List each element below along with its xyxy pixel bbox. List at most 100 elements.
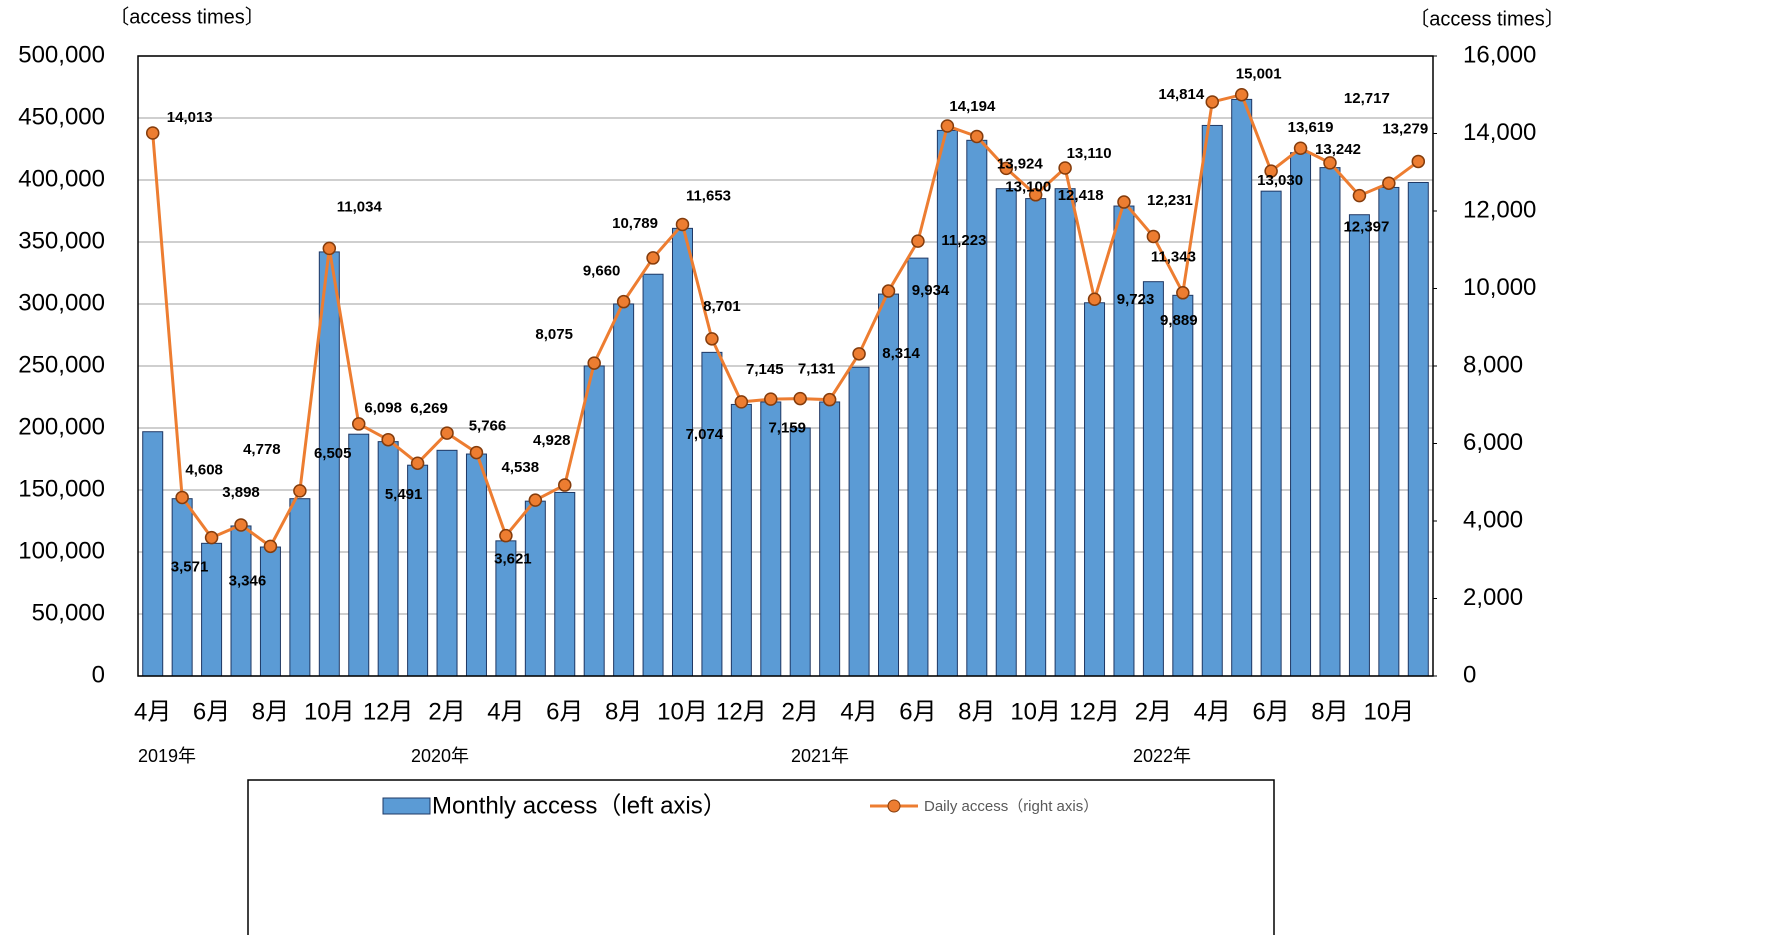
x-tick-label: 4月 bbox=[487, 698, 524, 725]
line-point bbox=[382, 434, 394, 446]
data-label: 5,766 bbox=[469, 418, 507, 435]
x-tick-label: 2月 bbox=[782, 698, 819, 725]
line-point bbox=[1089, 293, 1101, 305]
bar bbox=[143, 432, 163, 676]
line-point bbox=[765, 393, 777, 405]
legend-marker bbox=[888, 800, 900, 812]
legend-label: Daily access（right axis） bbox=[924, 798, 1098, 815]
bar bbox=[820, 402, 840, 676]
bar bbox=[702, 352, 722, 676]
line-point bbox=[1177, 287, 1189, 299]
bar bbox=[1026, 199, 1046, 676]
bar bbox=[1085, 303, 1105, 676]
bar bbox=[1202, 125, 1222, 676]
bar bbox=[525, 501, 545, 676]
bar bbox=[937, 130, 957, 676]
data-label: 4,538 bbox=[502, 459, 540, 476]
line-point bbox=[412, 457, 424, 469]
data-label: 11,034 bbox=[337, 198, 383, 215]
line-point bbox=[706, 333, 718, 345]
y2-tick-label: 8,000 bbox=[1463, 351, 1523, 378]
y-tick-label: 250,000 bbox=[18, 351, 105, 378]
line-point bbox=[559, 479, 571, 491]
bar bbox=[555, 492, 575, 676]
data-label: 13,100 bbox=[1005, 178, 1051, 195]
data-label: 11,653 bbox=[686, 187, 731, 204]
data-label: 4,928 bbox=[533, 432, 571, 449]
y-tick-label: 350,000 bbox=[18, 227, 105, 254]
bar bbox=[260, 547, 280, 676]
data-label: 14,013 bbox=[167, 109, 213, 126]
line-point bbox=[353, 418, 365, 430]
data-label: 7,159 bbox=[768, 420, 806, 437]
data-label: 3,898 bbox=[222, 484, 260, 501]
data-label: 13,242 bbox=[1315, 141, 1361, 158]
bar bbox=[908, 258, 928, 676]
legend-swatch bbox=[383, 798, 430, 814]
year-label: 2022年 bbox=[1133, 746, 1191, 766]
bar bbox=[967, 140, 987, 676]
line-point bbox=[1059, 162, 1071, 174]
data-label: 9,934 bbox=[912, 282, 950, 299]
data-label: 15,001 bbox=[1236, 66, 1282, 83]
x-tick-label: 4月 bbox=[1194, 698, 1231, 725]
data-label: 5,491 bbox=[385, 486, 423, 503]
data-label: 6,505 bbox=[314, 445, 352, 462]
line-point bbox=[323, 242, 335, 254]
data-label: 12,231 bbox=[1147, 192, 1193, 209]
x-tick-label: 2月 bbox=[1135, 698, 1172, 725]
bar bbox=[466, 454, 486, 676]
bar bbox=[1379, 187, 1399, 676]
line-point bbox=[853, 348, 865, 360]
line-point bbox=[588, 357, 600, 369]
bar bbox=[643, 274, 663, 676]
y2-tick-label: 14,000 bbox=[1463, 119, 1536, 146]
x-tick-label: 10月 bbox=[304, 698, 355, 725]
y2-tick-label: 10,000 bbox=[1463, 274, 1536, 301]
bar bbox=[672, 228, 692, 676]
line-point bbox=[500, 530, 512, 542]
y2-tick-label: 12,000 bbox=[1463, 196, 1536, 223]
line-point bbox=[824, 394, 836, 406]
bar bbox=[378, 442, 398, 676]
bar bbox=[1143, 282, 1163, 676]
data-label: 8,314 bbox=[882, 345, 920, 362]
x-tick-label: 8月 bbox=[252, 698, 289, 725]
data-label: 14,194 bbox=[949, 98, 996, 115]
bar bbox=[349, 434, 369, 676]
x-tick-label: 12月 bbox=[716, 698, 767, 725]
line-point bbox=[676, 218, 688, 230]
bar bbox=[584, 366, 604, 676]
x-tick-label: 8月 bbox=[605, 698, 642, 725]
x-tick-label: 4月 bbox=[134, 698, 171, 725]
data-label: 13,279 bbox=[1382, 120, 1428, 137]
y-tick-label: 300,000 bbox=[18, 289, 105, 316]
x-tick-label: 6月 bbox=[193, 698, 230, 725]
data-label: 9,660 bbox=[583, 263, 621, 280]
line-point bbox=[912, 235, 924, 247]
line-point bbox=[1295, 142, 1307, 154]
x-tick-label: 10月 bbox=[1010, 698, 1061, 725]
data-label: 6,269 bbox=[410, 400, 448, 417]
line-point bbox=[206, 532, 218, 544]
line-point bbox=[971, 130, 983, 142]
line-point bbox=[264, 540, 276, 552]
y-tick-label: 50,000 bbox=[32, 599, 105, 626]
line-point bbox=[1353, 190, 1365, 202]
year-label: 2020年 bbox=[411, 746, 469, 766]
y2-tick-label: 6,000 bbox=[1463, 429, 1523, 456]
data-label: 6,098 bbox=[364, 400, 402, 417]
x-tick-label: 6月 bbox=[546, 698, 583, 725]
line-point bbox=[883, 285, 895, 297]
y-tick-label: 450,000 bbox=[18, 103, 105, 130]
x-tick-label: 10月 bbox=[657, 698, 708, 725]
bar bbox=[290, 499, 310, 676]
line-point bbox=[441, 427, 453, 439]
data-label: 11,223 bbox=[941, 232, 986, 249]
x-tick-label: 12月 bbox=[1069, 698, 1120, 725]
bar bbox=[790, 428, 810, 676]
line-point bbox=[647, 252, 659, 264]
line-point bbox=[1324, 157, 1336, 169]
line-point bbox=[176, 491, 188, 503]
bar bbox=[1320, 168, 1340, 676]
